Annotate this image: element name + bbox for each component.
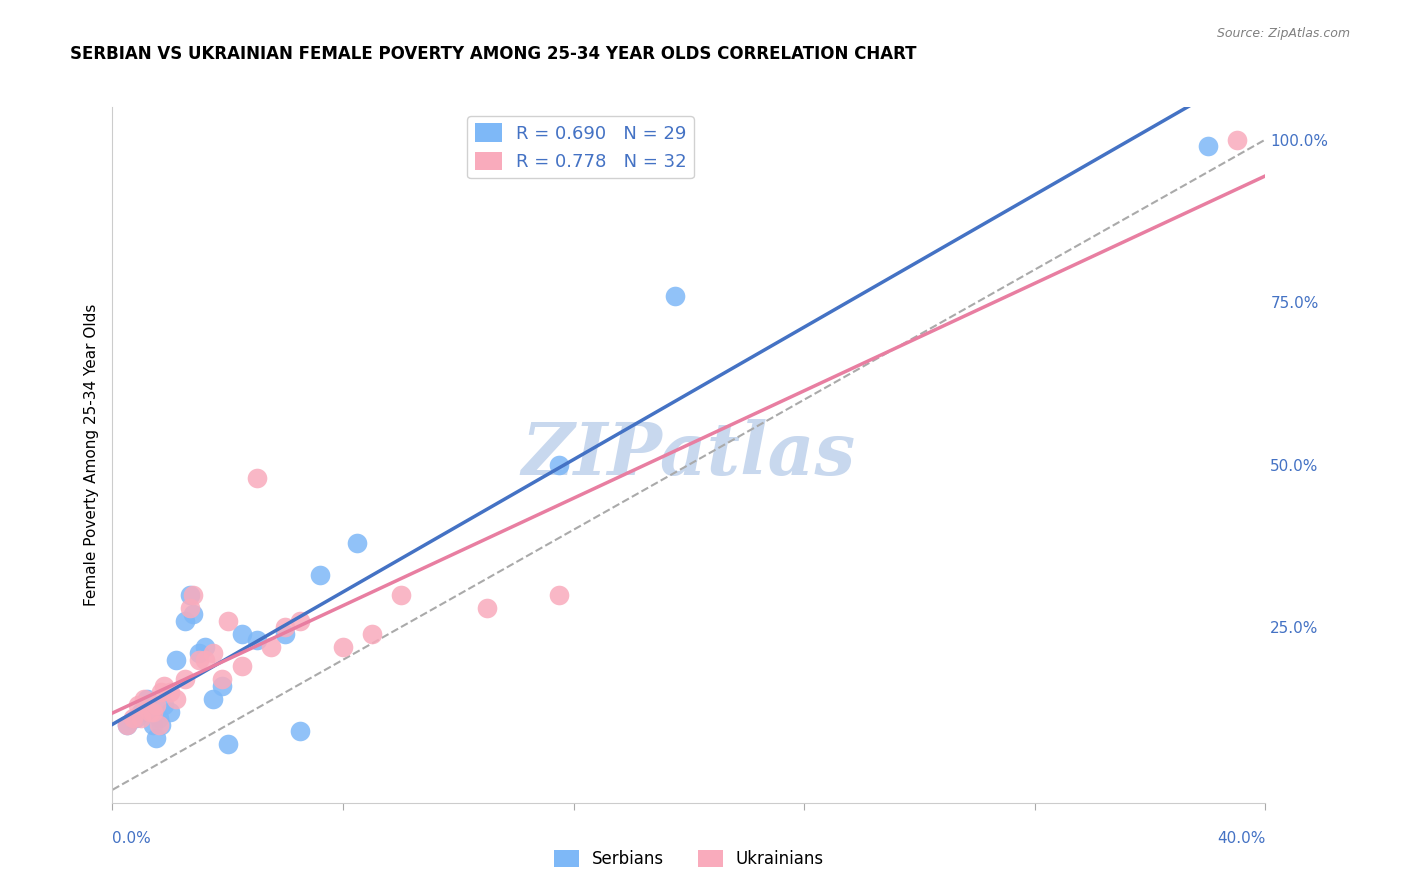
Point <box>245 633 267 648</box>
Point <box>179 588 201 602</box>
Point <box>548 458 571 472</box>
Point <box>145 731 167 745</box>
Point <box>288 614 311 628</box>
Point <box>150 718 173 732</box>
Point <box>202 646 225 660</box>
Point <box>217 614 239 628</box>
Point <box>173 614 195 628</box>
Point <box>211 672 233 686</box>
Legend: R = 0.690   N = 29, R = 0.778   N = 32: R = 0.690 N = 29, R = 0.778 N = 32 <box>467 116 695 178</box>
Point <box>121 711 143 725</box>
Point <box>136 691 159 706</box>
Point <box>664 288 686 302</box>
Point <box>181 607 204 622</box>
Point <box>173 672 195 686</box>
Point <box>188 653 211 667</box>
Point <box>274 620 297 634</box>
Point <box>153 698 176 713</box>
Point <box>148 711 170 725</box>
Point <box>188 646 211 660</box>
Point <box>274 626 297 640</box>
Point <box>245 471 267 485</box>
Point <box>211 679 233 693</box>
Point <box>165 653 187 667</box>
Point <box>181 588 204 602</box>
Text: SERBIAN VS UKRAINIAN FEMALE POVERTY AMONG 25-34 YEAR OLDS CORRELATION CHART: SERBIAN VS UKRAINIAN FEMALE POVERTY AMON… <box>70 45 917 62</box>
Legend: Serbians, Ukrainians: Serbians, Ukrainians <box>547 843 831 875</box>
Point <box>148 718 170 732</box>
Point <box>1226 132 1249 146</box>
Point <box>346 535 368 549</box>
Point <box>548 588 571 602</box>
Point <box>194 640 217 654</box>
Point <box>159 705 181 719</box>
Point <box>1197 139 1219 153</box>
Point <box>194 653 217 667</box>
Point <box>332 640 354 654</box>
Point <box>288 724 311 739</box>
Point <box>129 711 153 725</box>
Point <box>360 626 382 640</box>
Point <box>127 698 149 713</box>
Point <box>115 718 138 732</box>
Point <box>150 685 173 699</box>
Point <box>475 600 498 615</box>
Point <box>142 718 165 732</box>
Text: ZIPatlas: ZIPatlas <box>522 419 856 491</box>
Point <box>159 685 181 699</box>
Point <box>129 705 153 719</box>
Text: Source: ZipAtlas.com: Source: ZipAtlas.com <box>1216 27 1350 40</box>
Point <box>115 718 138 732</box>
Point <box>124 711 146 725</box>
Point <box>231 626 253 640</box>
Point <box>153 679 176 693</box>
Point <box>142 705 165 719</box>
Text: 0.0%: 0.0% <box>112 830 152 846</box>
Point <box>309 568 332 582</box>
Point <box>145 698 167 713</box>
Point <box>260 640 283 654</box>
Text: 40.0%: 40.0% <box>1218 830 1265 846</box>
Point <box>231 659 253 673</box>
Point <box>139 705 162 719</box>
Point <box>134 691 156 706</box>
Point <box>139 705 162 719</box>
Y-axis label: Female Poverty Among 25-34 Year Olds: Female Poverty Among 25-34 Year Olds <box>83 304 98 606</box>
Point <box>179 600 201 615</box>
Point <box>202 691 225 706</box>
Point <box>165 691 187 706</box>
Point <box>217 737 239 751</box>
Point <box>389 588 412 602</box>
